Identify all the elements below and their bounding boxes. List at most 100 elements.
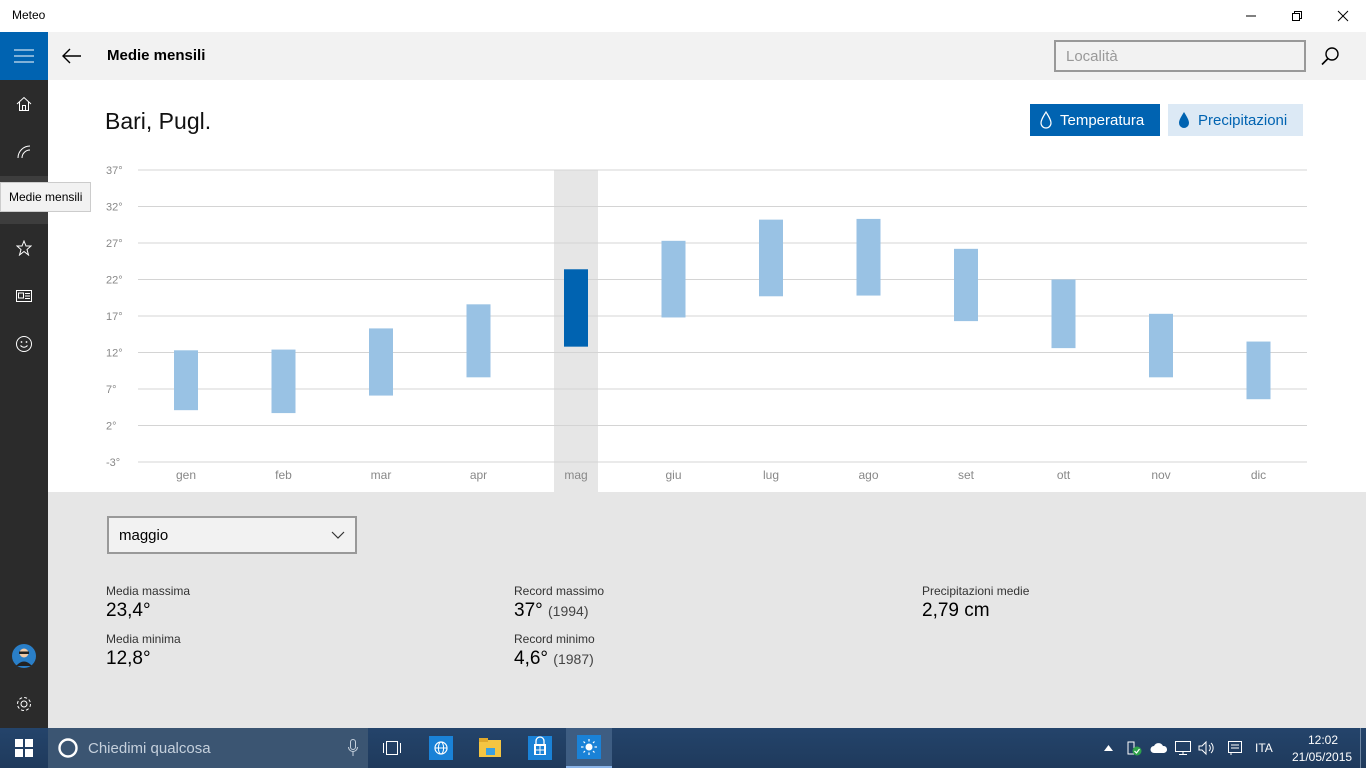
nav-settings[interactable] [0,680,48,728]
tray-volume[interactable] [1195,728,1219,768]
record-min-label: Record minimo [514,632,595,646]
taskbar-file-explorer[interactable] [466,728,514,768]
avg-min-value: 12,8° [106,648,151,669]
nav-account[interactable] [0,632,48,680]
speaker-icon [1198,740,1214,756]
location-name: Bari, Pugl. [105,108,212,134]
thermometer-icon [1040,111,1052,129]
temperature-range-chart: 37° 32° 27° 22° 17° 12° 7° 2° -3° gen feb mar apr mag… [106,165,1307,492]
taskbar: Chiedimi qualcosa ITA 12:02 21/05/2015 [0,728,1366,768]
y-tick-label: 37° [106,165,123,177]
file-explorer-icon [479,738,501,757]
left-nav: Medie mensili [0,32,92,728]
restore-icon [1292,11,1302,21]
hamburger-menu-button[interactable] [0,32,48,80]
show-hidden-icons-button[interactable] [1100,728,1116,768]
x-tick-label: ott [1057,468,1071,482]
news-icon [16,290,32,302]
record-max-value: 37° [514,600,543,621]
nav-news[interactable] [0,272,48,320]
start-button[interactable] [0,728,48,768]
range-bar-gen [174,350,198,411]
network-icon [1175,741,1191,755]
input-language[interactable]: ITA [1255,741,1273,755]
range-bar-nov [1149,313,1173,378]
taskbar-store[interactable] [516,728,564,768]
range-bar-mag [564,269,588,347]
record-min-value: 4,6° [514,648,549,669]
taskbar-search-box[interactable]: Chiedimi qualcosa [48,728,368,768]
store-icon [528,736,552,760]
home-icon [16,96,32,111]
nav-radar[interactable] [0,128,48,176]
security-shield-icon [1127,741,1142,756]
x-tick-label: set [958,468,975,482]
monthly-averages-panel: Bari, Pugl. Temperatura Precipitazioni 3… [48,80,1366,492]
temperature-toggle-label: Temperatura [1060,111,1145,129]
cloud-icon [1150,743,1168,753]
tray-network[interactable] [1171,728,1195,768]
nav-home[interactable] [0,80,48,128]
taskbar-weather-app[interactable] [566,728,612,768]
nav-tooltip: Medie mensili [0,182,92,212]
show-desktop-button[interactable] [1360,728,1361,768]
weather-sun-icon [577,735,601,759]
x-tick-label: nov [1151,468,1170,482]
record-min-year: (1987) [553,651,594,667]
close-button[interactable] [1320,0,1366,32]
nav-favorites[interactable] [0,224,48,272]
favorites-star-icon [16,240,32,256]
record-max-year: (1994) [548,603,589,619]
title-bar: Meteo [0,0,1366,32]
raindrop-icon [1179,112,1189,128]
precipitation-toggle-label: Precipitazioni [1198,111,1288,129]
chevron-down-icon [331,531,345,539]
close-icon [1337,10,1349,22]
month-dropdown[interactable]: maggio [107,516,357,554]
tray-onedrive[interactable] [1147,728,1171,768]
location-search-input[interactable] [1054,40,1306,72]
back-button[interactable] [48,32,96,80]
restore-button[interactable] [1274,0,1320,32]
precip-label: Precipitazioni medie [922,584,1030,598]
search-button[interactable] [1314,40,1346,72]
y-tick-label: 2° [106,421,117,433]
nav-feedback[interactable] [0,320,48,368]
x-tick-label: gen [176,468,196,482]
taskbar-browser[interactable] [418,728,464,768]
clock-time[interactable]: 12:02 [1308,733,1339,747]
clock-date[interactable]: 21/05/2015 [1292,750,1353,764]
x-tick-label: apr [470,468,487,482]
task-view-button[interactable] [370,728,414,768]
user-avatar [12,644,36,668]
avg-min-label: Media minima [106,632,181,646]
y-tick-label: -3° [106,457,120,469]
chevron-up-icon [1103,745,1113,751]
month-dropdown-value: maggio [119,526,169,544]
x-tick-label: giu [665,468,681,482]
range-bar-set [954,248,978,322]
search-icon [1321,47,1339,66]
minimize-icon [1246,15,1256,17]
precipitation-toggle-button[interactable]: Precipitazioni [1168,104,1303,136]
tray-action-center[interactable] [1222,728,1248,768]
browser-icon [429,736,453,760]
cortana-icon [58,738,78,758]
avg-max-label: Media massima [106,584,191,598]
action-center-icon [1228,741,1242,755]
record-max-label: Record massimo [514,584,605,598]
range-bar-feb [271,349,296,414]
back-arrow-icon [62,48,81,64]
tray-security[interactable] [1122,728,1146,768]
app-title: Meteo [12,8,46,22]
range-bar-apr [466,304,491,378]
minimize-button[interactable] [1228,0,1274,32]
record-max-row: 37° (1994) [514,600,588,622]
avg-max-value: 23,4° [106,600,151,621]
temperature-toggle-button[interactable]: Temperatura [1030,104,1160,136]
page-header: Medie mensili [48,32,1366,80]
y-tick-label: 27° [106,238,123,250]
feedback-smiley-icon [16,336,32,352]
range-bar-mar [369,328,393,396]
x-tick-label: ago [858,468,878,482]
